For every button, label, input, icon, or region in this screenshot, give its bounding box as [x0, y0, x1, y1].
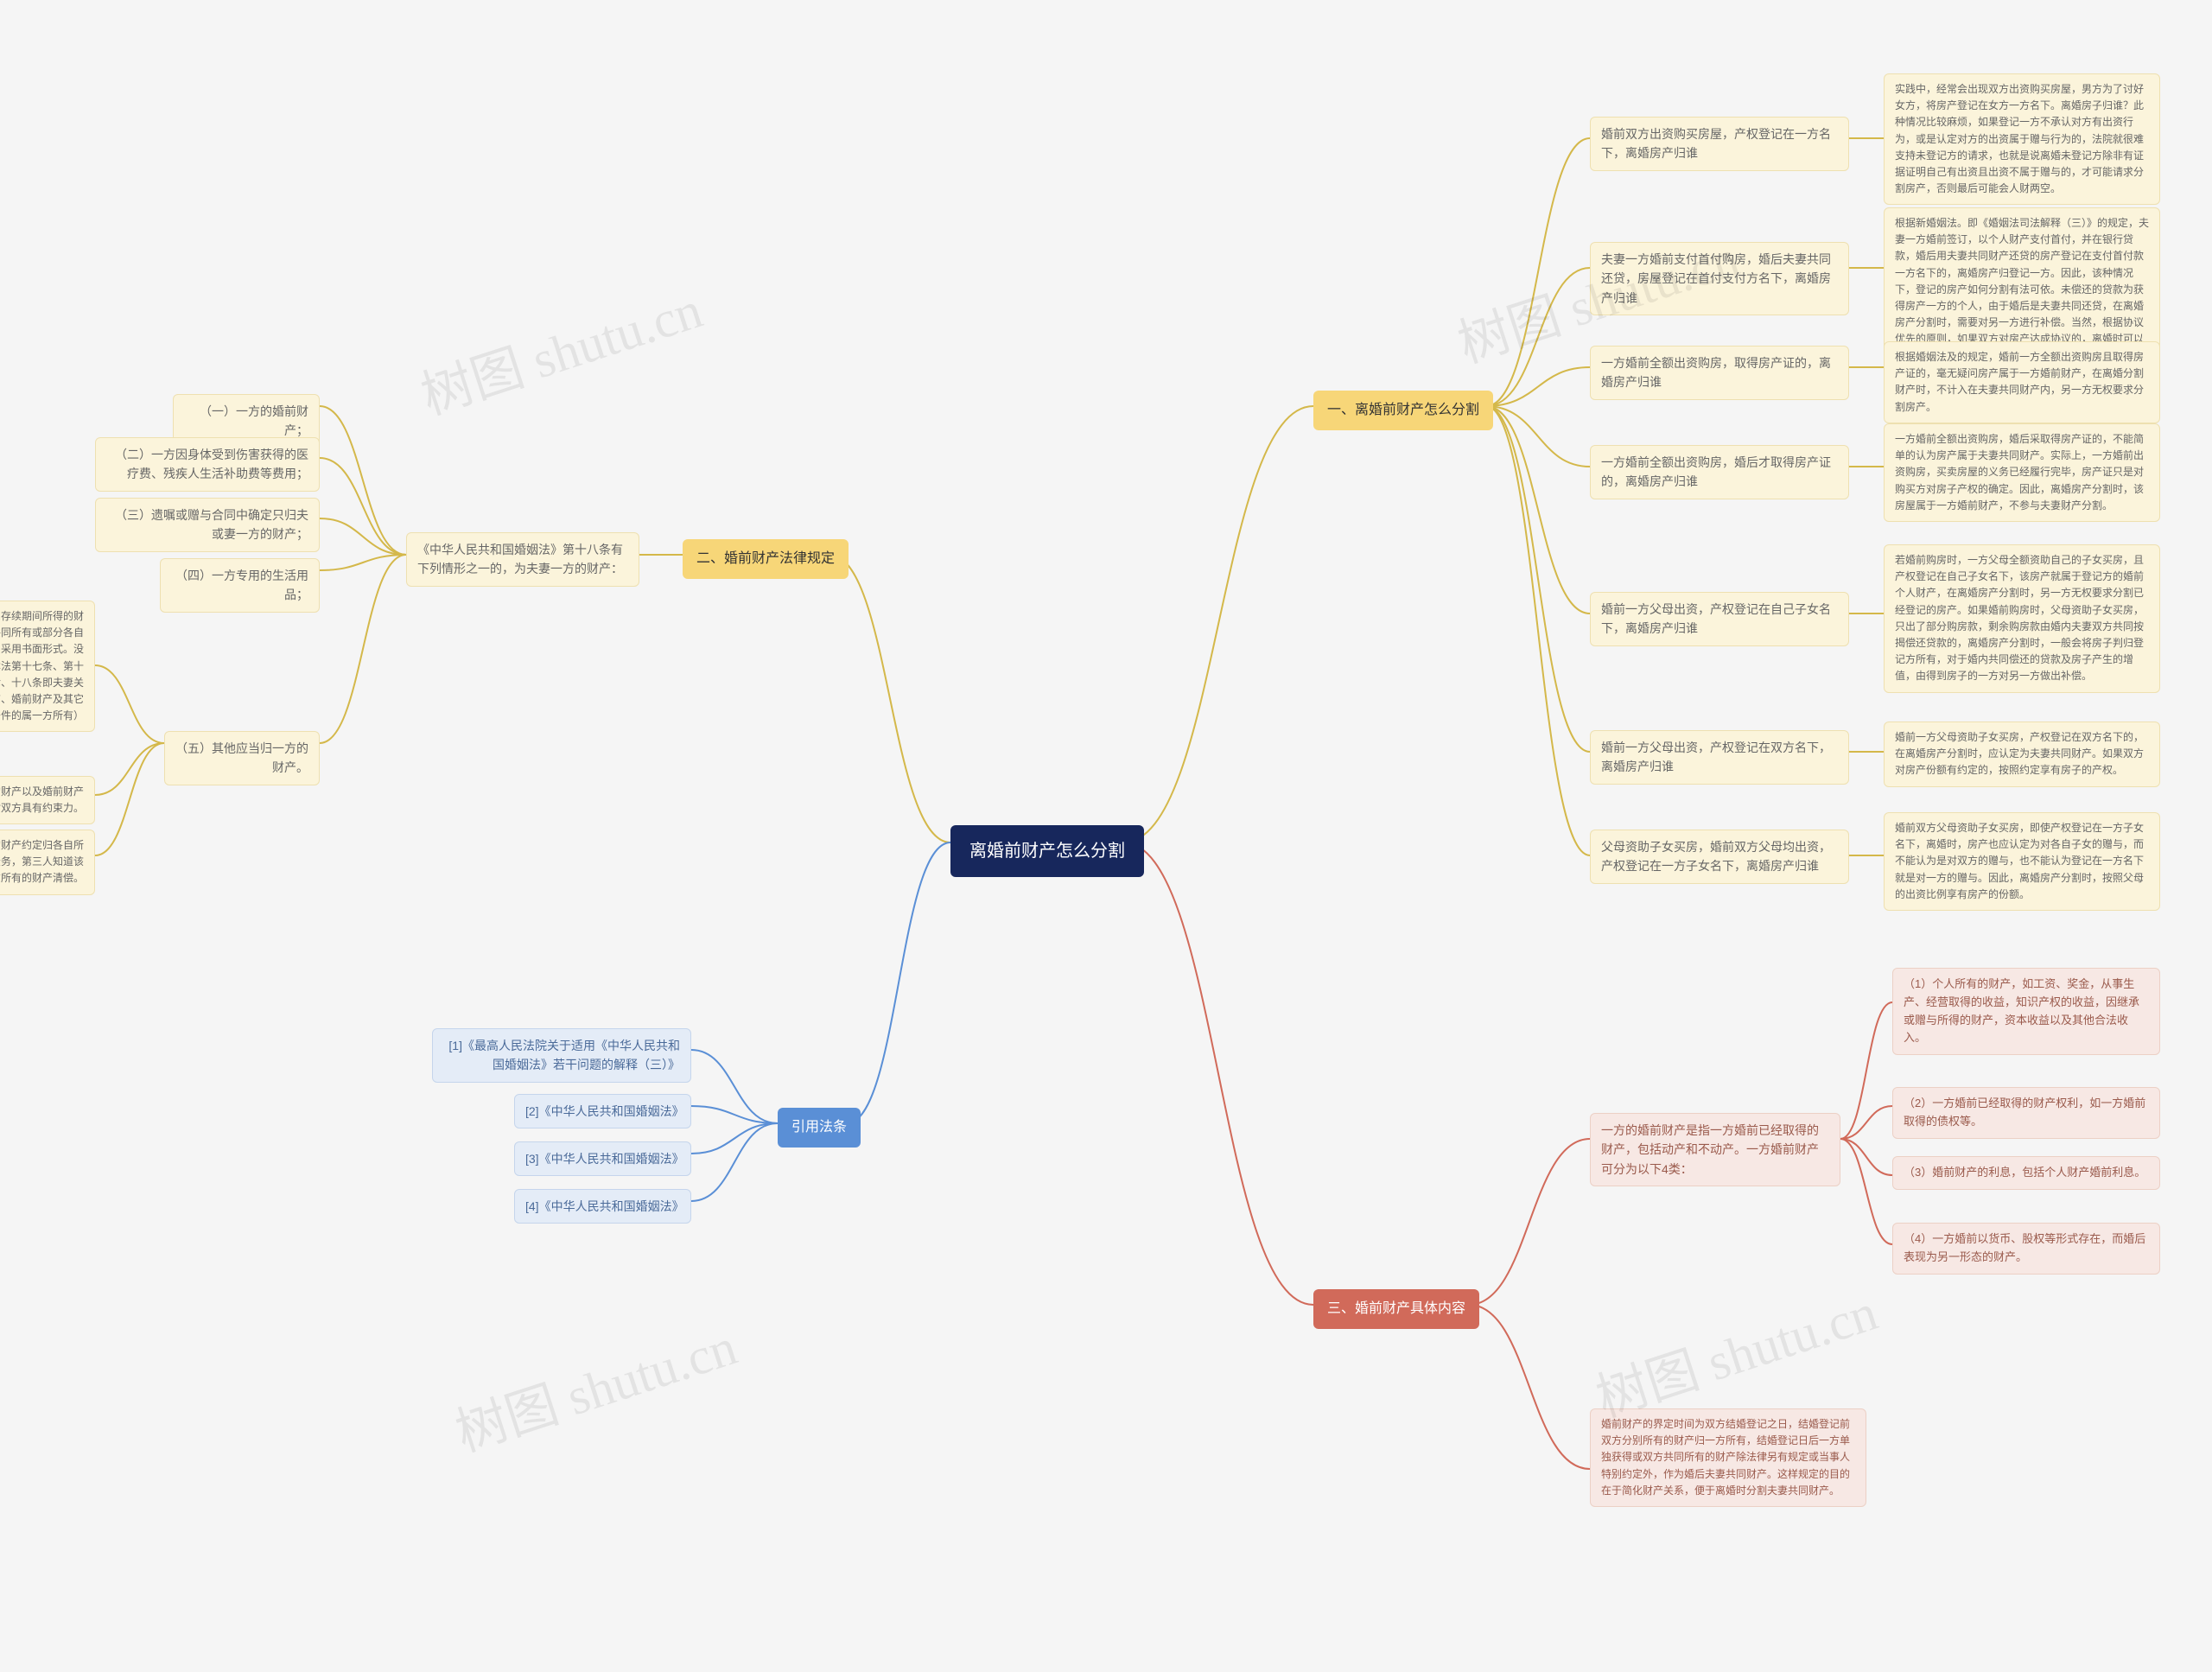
s1-item-3-label: 一方婚前全额出资购房，婚后才取得房产证的，离婚房产归谁 [1590, 445, 1849, 499]
text: [2]《中华人民共和国婚姻法》 [525, 1102, 680, 1121]
refs-item-2: [3]《中华人民共和国婚姻法》 [514, 1141, 691, 1176]
text: 树图 shutu.cn [415, 281, 709, 425]
s2-item-4: （五）其他应当归一方的财产。 [164, 731, 320, 785]
text: （四）一方专用的生活用品； [171, 566, 308, 605]
branch-label: 一、离婚前财产怎么分割 [1327, 399, 1479, 422]
text: 婚前一方父母出资，产权登记在双方名下，离婚房产归谁 [1601, 738, 1838, 777]
branch-section-2: 二、婚前财产法律规定 [683, 539, 849, 579]
s3-item-3: （4）一方婚前以货币、股权等形式存在，而婚后表现为另一形态的财产。 [1892, 1223, 2160, 1275]
text: 婚前一方父母资助子女买房，产权登记在双方名下的，在离婚房产分割时，应认定为夫妻共… [1895, 729, 2149, 779]
refs-item-1: [2]《中华人民共和国婚姻法》 [514, 1094, 691, 1128]
text: 若婚前购房时，一方父母全额资助自己的子女买房，且产权登记在自己子女名下，该房产就… [1895, 552, 2149, 685]
text: 一方婚前全额出资购房，婚后采取得房产证的，不能简单的认为房产属于夫妻共同财产。实… [1895, 431, 2149, 514]
s1-item-2-label: 一方婚前全额出资购房，取得房产证的，离婚房产归谁 [1590, 346, 1849, 400]
text: [1]《最高人民法院关于适用《中华人民共和国婚姻法》若干问题的解释（三）》 [443, 1036, 680, 1075]
s1-item-4-detail: 若婚前购房时，一方父母全额资助自己的子女买房，且产权登记在自己子女名下，该房产就… [1884, 544, 2160, 693]
s1-item-0-detail: 实践中，经常会出现双方出资购买房屋，男方为了讨好女方，将房产登记在女方一方名下。… [1884, 73, 2160, 205]
text: （五）其他应当归一方的财产。 [175, 739, 308, 778]
text: 夫妻对婚姻关系存续期间所得的财产以及婚前财产的约定，对双方具有约束力。 [0, 784, 84, 817]
s2-detail-1: 夫妻对婚姻关系存续期间所得的财产以及婚前财产的约定，对双方具有约束力。 [0, 776, 95, 824]
s1-item-4-label: 婚前一方父母出资，产权登记在自己子女名下，离婚房产归谁 [1590, 592, 1849, 646]
text: 婚前财产的界定时间为双方结婚登记之日，结婚登记前双方分别所有的财产归一方所有，结… [1601, 1416, 1855, 1499]
s1-item-5-detail: 婚前一方父母资助子女买房，产权登记在双方名下的，在离婚房产分割时，应认定为夫妻共… [1884, 722, 2160, 787]
s2-item-2: （三）遗嘱或赠与合同中确定只归夫或妻一方的财产； [95, 498, 320, 552]
text: （1）个人所有的财产，如工资、奖金，从事生产、经营取得的收益，知识产权的收益，因… [1904, 976, 2149, 1047]
text: 《中华人民共和国婚姻法》第十八条有下列情形之一的，为夫妻一方的财产： [417, 540, 628, 579]
text: （4）一方婚前以货币、股权等形式存在，而婚后表现为另一形态的财产。 [1904, 1230, 2149, 1267]
s3-item-1: （2）一方婚前已经取得的财产权利，如一方婚前取得的债权等。 [1892, 1087, 2160, 1139]
text: 婚前一方父母出资，产权登记在自己子女名下，离婚房产归谁 [1601, 600, 1838, 639]
s3-item-2: （3）婚前财产的利息，包括个人财产婚前利息。 [1892, 1156, 2160, 1190]
text: 婚前双方父母资助子女买房，即使产权登记在一方子女名下，离婚时，房产也应认定为对各… [1895, 820, 2149, 903]
s3-note: 婚前财产的界定时间为双方结婚登记之日，结婚登记前双方分别所有的财产归一方所有，结… [1590, 1408, 1866, 1507]
text: 根据婚姻法及的规定，婚前一方全额出资购房且取得房产证的，毫无疑问房产属于一方婚前… [1895, 349, 2149, 416]
root-node: 离婚前财产怎么分割 [950, 825, 1144, 877]
s2-detail-2: 夫妻对婚姻关系存续期间所得的财产约定归各自所有的，夫或妻一方对外所负的债务，第三… [0, 830, 95, 895]
text: 第十九条夫妻可以约定婚姻关系存续期间所得的财产以及婚前财产归各自所有、共同所有或… [0, 608, 84, 724]
root-label: 离婚前财产怎么分割 [969, 837, 1125, 865]
text: 一方的婚前财产是指一方婚前已经取得的财产，包括动产和不动产。一方婚前财产可分为以… [1601, 1121, 1829, 1179]
branch-label: 引用法条 [791, 1116, 847, 1139]
text: 婚前双方出资购买房屋，产权登记在一方名下，离婚房产归谁 [1601, 124, 1838, 163]
text: 父母资助子女买房，婚前双方父母均出资，产权登记在一方子女名下，离婚房产归谁 [1601, 837, 1838, 876]
s1-item-0-label: 婚前双方出资购买房屋，产权登记在一方名下，离婚房产归谁 [1590, 117, 1849, 171]
s2-head: 《中华人民共和国婚姻法》第十八条有下列情形之一的，为夫妻一方的财产： [406, 532, 639, 587]
text: 树图 shutu.cn [449, 1318, 744, 1462]
text: 一方婚前全额出资购房，婚后才取得房产证的，离婚房产归谁 [1601, 453, 1838, 492]
refs-item-3: [4]《中华人民共和国婚姻法》 [514, 1189, 691, 1224]
s1-item-1-label: 夫妻一方婚前支付首付购房，婚后夫妻共同还贷，房屋登记在首付支付方名下，离婚房产归… [1590, 242, 1849, 315]
s2-detail-0: 第十九条夫妻可以约定婚姻关系存续期间所得的财产以及婚前财产归各自所有、共同所有或… [0, 601, 95, 732]
s1-item-3-detail: 一方婚前全额出资购房，婚后采取得房产证的，不能简单的认为房产属于夫妻共同财产。实… [1884, 423, 2160, 522]
text: 实践中，经常会出现双方出资购买房屋，男方为了讨好女方，将房产登记在女方一方名下。… [1895, 81, 2149, 197]
text: [3]《中华人民共和国婚姻法》 [525, 1149, 680, 1168]
text: （2）一方婚前已经取得的财产权利，如一方婚前取得的债权等。 [1904, 1095, 2149, 1131]
text: （三）遗嘱或赠与合同中确定只归夫或妻一方的财产； [106, 505, 308, 544]
text: 一方婚前全额出资购房，取得房产证的，离婚房产归谁 [1601, 353, 1838, 392]
text: 夫妻一方婚前支付首付购房，婚后夫妻共同还贷，房屋登记在首付支付方名下，离婚房产归… [1601, 250, 1838, 308]
branch-section-1: 一、离婚前财产怎么分割 [1313, 391, 1493, 430]
branch-refs: 引用法条 [778, 1108, 861, 1148]
text: （二）一方因身体受到伤害获得的医疗费、残疾人生活补助费等费用； [106, 445, 308, 484]
text: 夫妻对婚姻关系存续期间所得的财产约定归各自所有的，夫或妻一方对外所负的债务，第三… [0, 837, 84, 887]
watermark: 树图 shutu.cn [1586, 1270, 1885, 1432]
s3-intro: 一方的婚前财产是指一方婚前已经取得的财产，包括动产和不动产。一方婚前财产可分为以… [1590, 1113, 1840, 1186]
watermark: 树图 shutu.cn [445, 1305, 745, 1466]
s1-item-6-detail: 婚前双方父母资助子女买房，即使产权登记在一方子女名下，离婚时，房产也应认定为对各… [1884, 812, 2160, 911]
branch-section-3: 三、婚前财产具体内容 [1313, 1289, 1479, 1329]
s1-item-2-detail: 根据婚姻法及的规定，婚前一方全额出资购房且取得房产证的，毫无疑问房产属于一方婚前… [1884, 341, 2160, 423]
text: [4]《中华人民共和国婚姻法》 [525, 1197, 680, 1216]
s2-item-1: （二）一方因身体受到伤害获得的医疗费、残疾人生活补助费等费用； [95, 437, 320, 492]
text: （3）婚前财产的利息，包括个人财产婚前利息。 [1904, 1164, 2145, 1182]
text: （一）一方的婚前财产； [184, 402, 308, 441]
watermark: 树图 shutu.cn [410, 268, 710, 429]
s2-item-3: （四）一方专用的生活用品； [160, 558, 320, 613]
text: 树图 shutu.cn [1590, 1283, 1885, 1427]
branch-label: 三、婚前财产具体内容 [1327, 1298, 1465, 1320]
branch-label: 二、婚前财产法律规定 [696, 548, 835, 570]
s3-item-0: （1）个人所有的财产，如工资、奖金，从事生产、经营取得的收益，知识产权的收益，因… [1892, 968, 2160, 1055]
refs-item-0: [1]《最高人民法院关于适用《中华人民共和国婚姻法》若干问题的解释（三）》 [432, 1028, 691, 1083]
s1-item-6-label: 父母资助子女买房，婚前双方父母均出资，产权登记在一方子女名下，离婚房产归谁 [1590, 830, 1849, 884]
s1-item-5-label: 婚前一方父母出资，产权登记在双方名下，离婚房产归谁 [1590, 730, 1849, 785]
